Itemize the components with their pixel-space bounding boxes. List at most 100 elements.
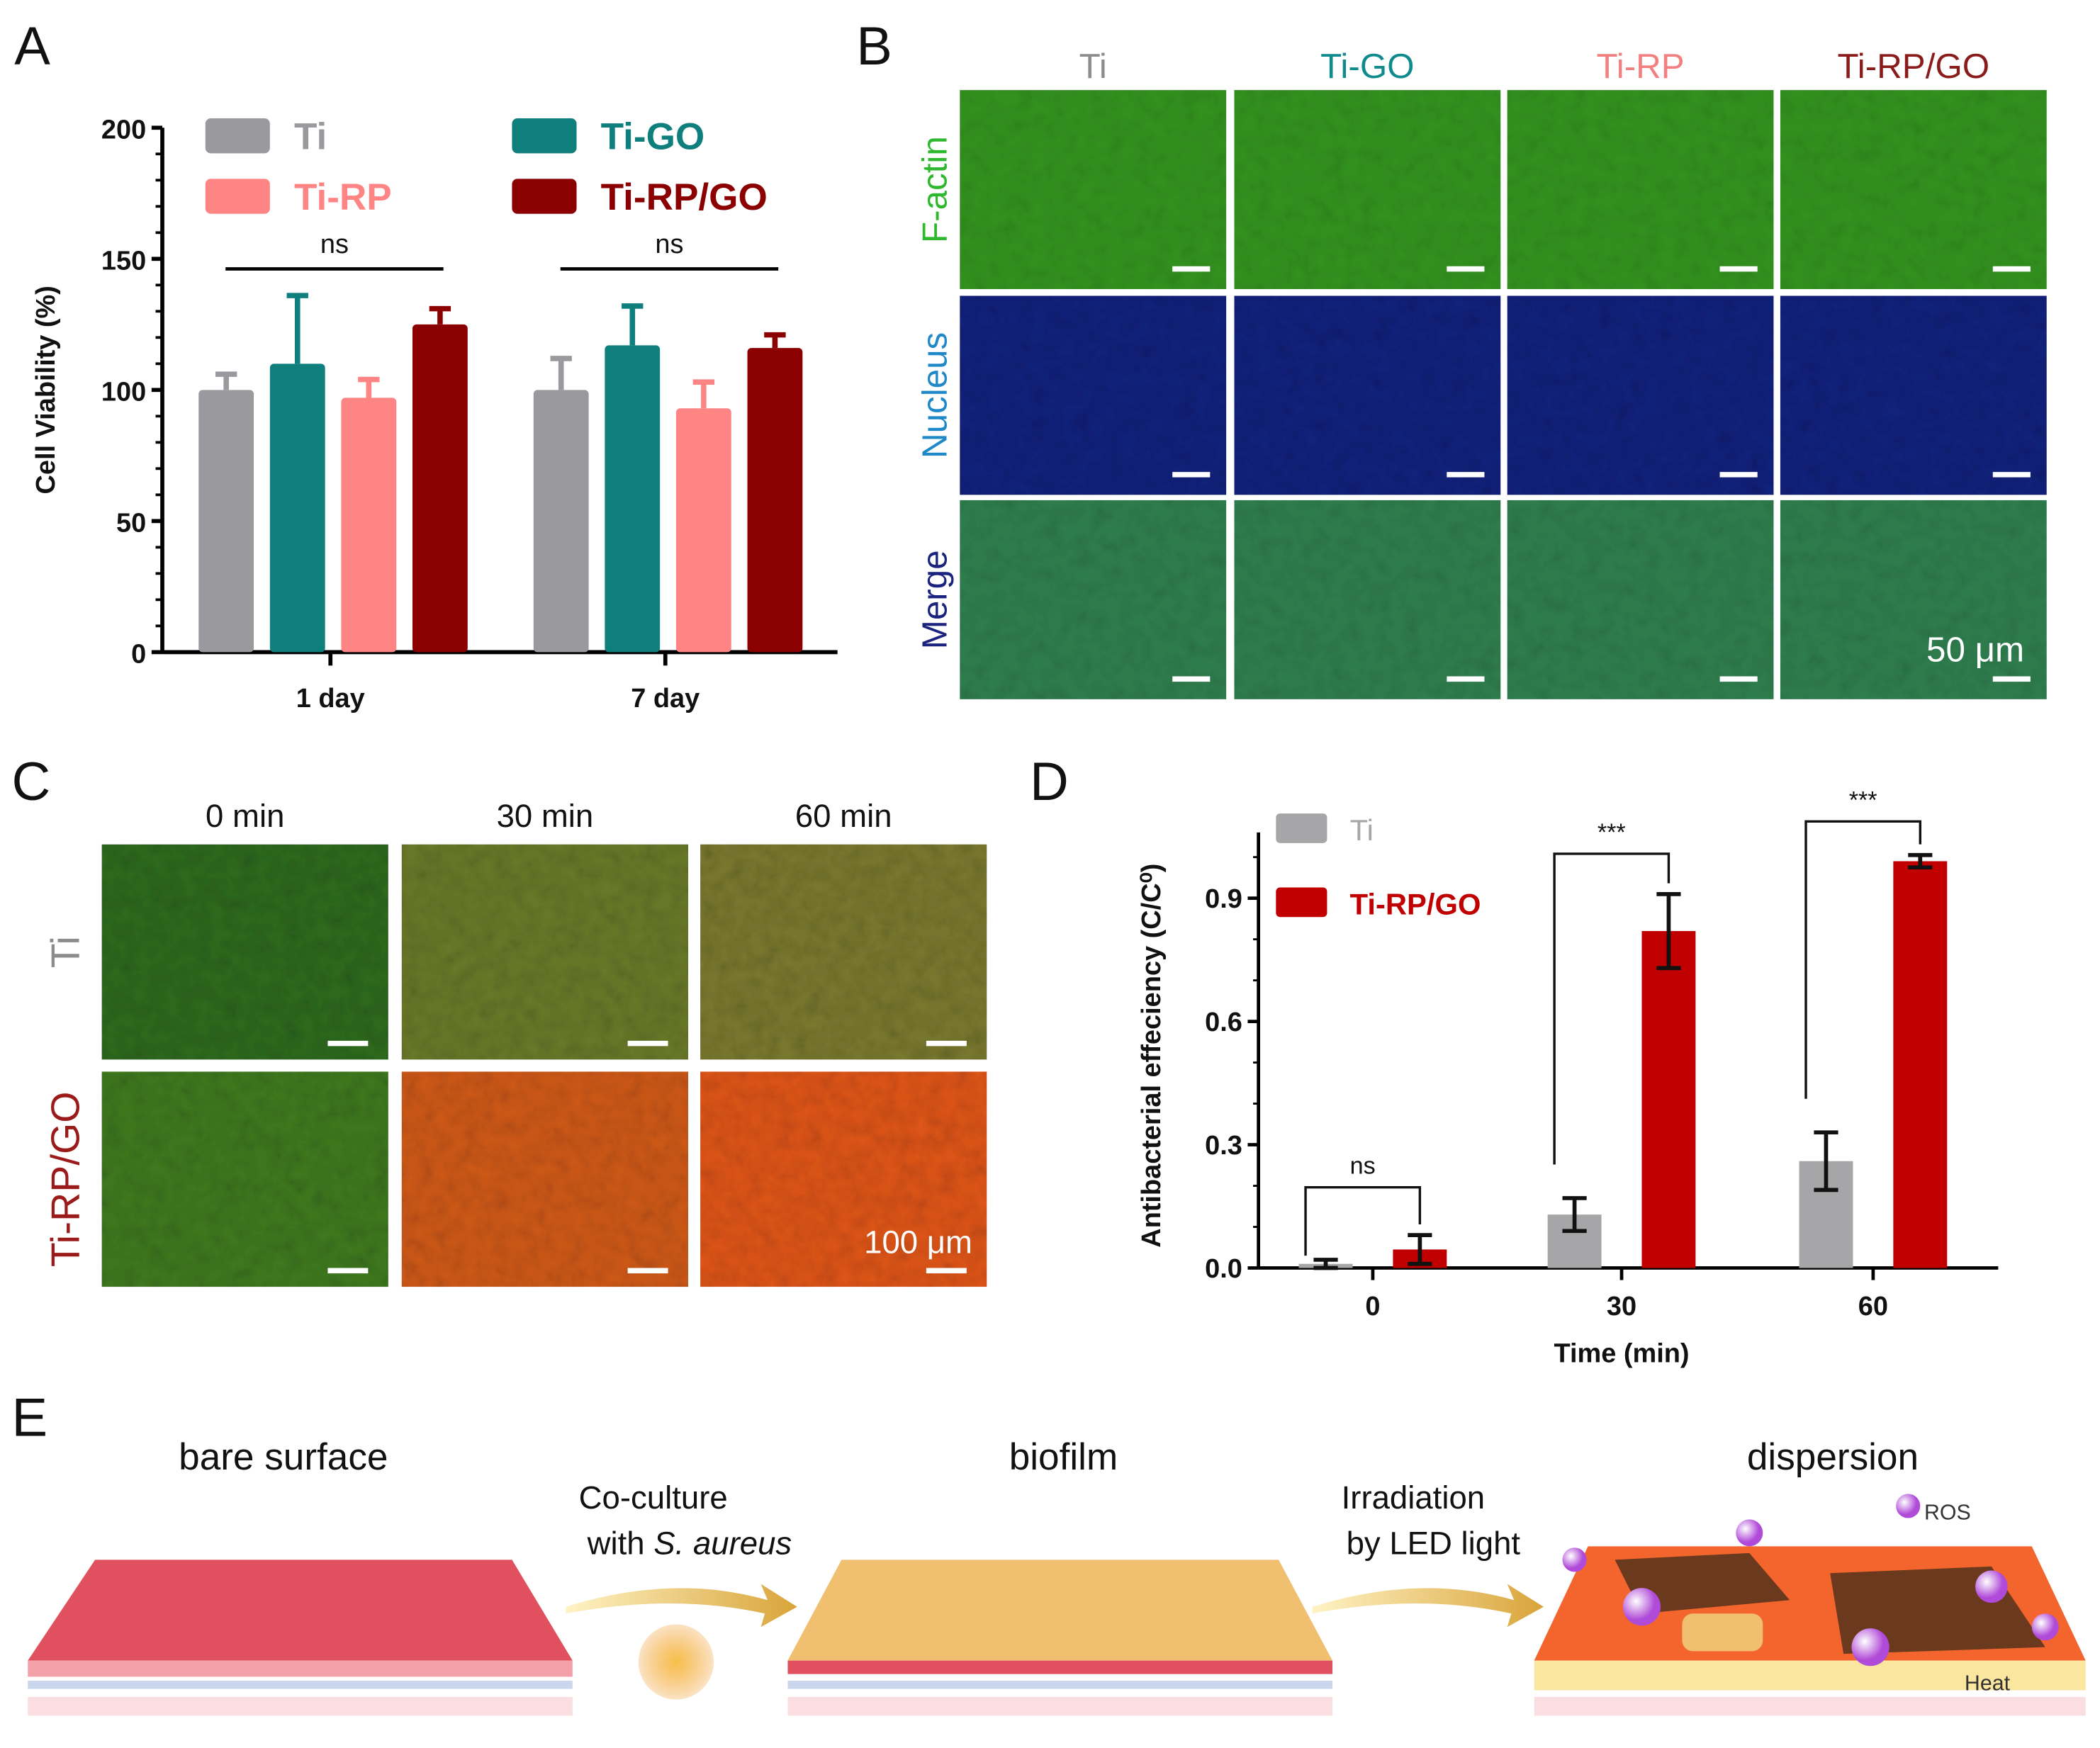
chart-d-legend-swatch — [1276, 813, 1327, 843]
step-coculture-label-2: with S. aureus — [587, 1526, 792, 1562]
chart-d-bar-ti-rp-go — [1893, 861, 1948, 1268]
chart-d-xtick-label: 60 — [1858, 1292, 1888, 1321]
panel-b-row-label: Merge — [915, 550, 954, 649]
chart-d-significance-label: *** — [1598, 819, 1626, 846]
live-dead-image — [101, 1071, 388, 1287]
panel-c-scale-bar-label: 100 μm — [864, 1224, 972, 1261]
fluorescence-image — [960, 90, 1227, 290]
panel-c-column-header: 60 min — [795, 798, 892, 834]
panel-b-column-header: Ti-GO — [1320, 47, 1414, 86]
chart-d-significance-bracket — [1804, 820, 1922, 1099]
panel-b-column-header: Ti-RP/GO — [1837, 47, 1989, 86]
arrow-coculture-icon — [566, 1584, 797, 1700]
panel-c-column-header: 0 min — [206, 798, 284, 834]
panel-label-b: B — [856, 16, 892, 77]
heat-label: Heat — [1965, 1671, 2011, 1695]
image-texture — [960, 90, 1227, 290]
image-shade — [1234, 90, 1501, 290]
image-texture — [1780, 90, 2047, 290]
fluorescence-image — [1780, 500, 2047, 699]
image-texture — [1780, 500, 2047, 699]
chart-d-ytick-label: 0.0 — [1205, 1254, 1242, 1284]
image-texture — [1507, 90, 1774, 290]
chart-a-bar-ti-rp — [341, 397, 397, 653]
panel-b-scale-bar-label: 50 μm — [1926, 631, 2024, 670]
chart-d-ytick-label: 0.9 — [1205, 884, 1242, 914]
panel-label-d: D — [1030, 752, 1069, 812]
chart-d-ytick-label: 0.3 — [1205, 1131, 1242, 1161]
chart-a-ytick-label: 100 — [101, 378, 146, 407]
fluorescence-image — [1780, 295, 2047, 495]
chart-a-significance-label: ns — [655, 230, 683, 259]
chart-a-ytick-label: 150 — [101, 246, 146, 276]
step-irradiation-label-1: Irradiation — [1342, 1479, 1485, 1516]
live-dead-image — [700, 844, 987, 1060]
panel-b-row-label: Nucleus — [915, 332, 954, 458]
bare-surface-illustration — [28, 1560, 573, 1716]
chart-d-significance-label: ns — [1350, 1153, 1376, 1180]
chart-d-antibacterial: Antibacterial effeciency (C/C⁰) Time (mi… — [1137, 786, 1999, 1368]
chart-d-significance-bracket — [1553, 852, 1671, 1165]
chart-a-ylabel: Cell Viability (%) — [31, 286, 61, 494]
image-texture — [401, 844, 689, 1060]
fluorescence-image — [1507, 90, 1774, 290]
chart-a-ytick-label: 0 — [131, 640, 146, 670]
chart-a-legend-label: Ti — [294, 116, 327, 158]
panel-label-e: E — [11, 1388, 47, 1448]
chart-a-legend-label: Ti-RP/GO — [601, 176, 768, 218]
panel-b-fluorescence-grid: Ti Ti-GO Ti-RP Ti-RP/GO F-actin Nucleus Merge 5… — [915, 47, 2047, 699]
image-shade — [960, 295, 1227, 495]
image-shade — [1507, 500, 1774, 699]
chart-a-bar-ti-go — [269, 363, 325, 653]
chart-a-bar-ti-rp-go — [747, 348, 803, 653]
biofilm-illustration — [787, 1560, 1333, 1716]
chart-d-ylabel: Antibacterial effeciency (C/C⁰) — [1137, 864, 1167, 1248]
ros-bubble-icon — [1896, 1494, 1921, 1518]
chart-a-ytick-label: 200 — [101, 115, 146, 145]
fluorescence-image — [960, 295, 1227, 495]
live-dead-image — [700, 1071, 987, 1287]
panel-c-row-label: Ti-RP/GO — [43, 1091, 88, 1267]
fluorescence-image — [1507, 500, 1774, 699]
dispersion-illustration: ROS Heat — [1534, 1494, 2086, 1716]
panel-label-a: A — [14, 16, 50, 77]
image-texture — [700, 844, 987, 1060]
fluorescence-image — [1234, 500, 1501, 699]
image-texture — [960, 500, 1227, 699]
chart-d-xtick-label: 0 — [1365, 1292, 1380, 1321]
chart-a-bar-ti-go — [605, 345, 661, 653]
live-dead-image — [401, 1071, 689, 1287]
image-texture — [101, 844, 388, 1060]
fluorescence-image — [1234, 295, 1501, 495]
panel-b-column-header: Ti-RP — [1596, 47, 1684, 86]
chart-d-xlabel: Time (min) — [1554, 1338, 1689, 1368]
image-texture — [1234, 500, 1501, 699]
fluorescence-image — [1507, 295, 1774, 495]
chart-d-ytick-label: 0.6 — [1205, 1008, 1242, 1037]
panel-c-live-dead-grid: 0 min 30 min 60 min Ti Ti-RP/GO 100 μm — [43, 798, 987, 1287]
chart-a-legend-swatch — [512, 179, 577, 214]
chart-d-legend-swatch — [1276, 887, 1327, 918]
ros-label: ROS — [1924, 1501, 1971, 1524]
image-shade — [1780, 295, 2047, 495]
chart-a-legend-label: Ti-GO — [601, 116, 705, 158]
image-texture — [1507, 295, 1774, 495]
image-texture — [1780, 295, 2047, 495]
panel-b-row-label: F-actin — [915, 136, 954, 243]
chart-a-legend-swatch — [512, 118, 577, 154]
step-irradiation-label-2: by LED light — [1347, 1526, 1521, 1562]
fluorescence-image — [960, 500, 1227, 699]
image-texture — [1507, 500, 1774, 699]
panel-b-column-header: Ti — [1079, 47, 1107, 86]
image-shade — [1234, 500, 1501, 699]
chart-d-significance-label: *** — [1849, 786, 1877, 813]
chart-a-xtick-7day: 7 day — [631, 684, 700, 714]
image-shade — [1780, 90, 2047, 290]
chart-a-legend-swatch — [205, 118, 270, 154]
chart-a-bar-ti — [533, 390, 589, 653]
chart-d-xtick-label: 30 — [1607, 1292, 1636, 1321]
chart-a-cell-viability: Cell Viability (%) 1 day 7 day 0 50 100 150… — [31, 115, 838, 714]
fluorescence-image — [1234, 90, 1501, 290]
image-shade — [1780, 500, 2047, 699]
